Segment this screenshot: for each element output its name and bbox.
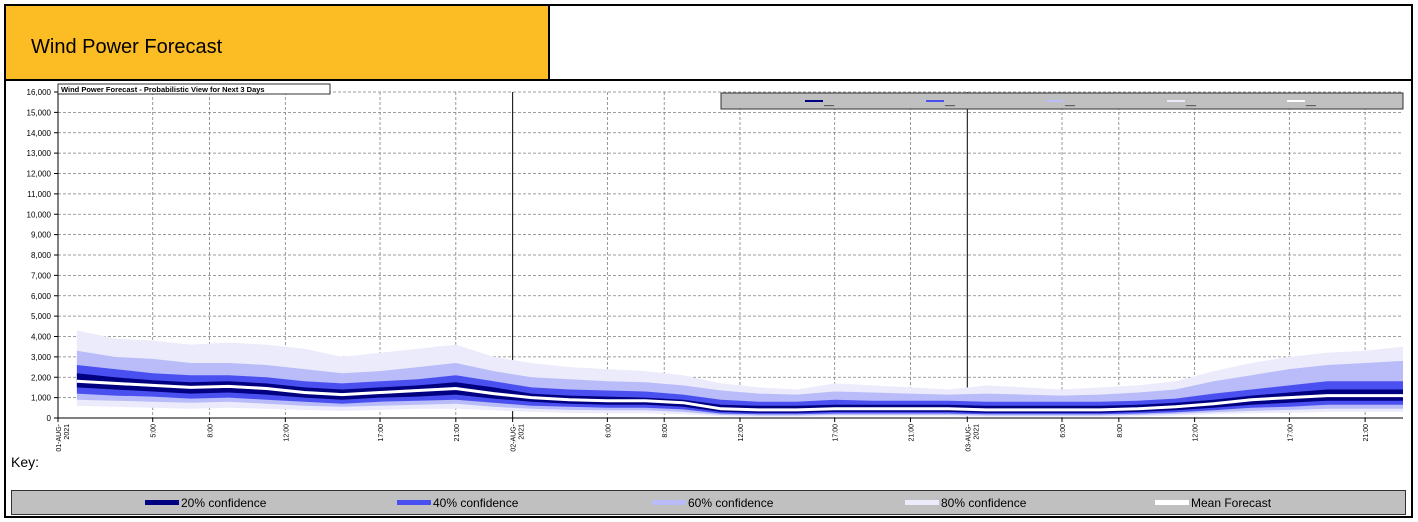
chart-legend-label: __ [944, 96, 956, 106]
chart-title-box: Wind Power Forecast - Probabilistic View… [57, 83, 331, 95]
x-tick-label-line: 02-AUG- [511, 423, 518, 451]
y-tick-label: 8,000 [31, 251, 52, 260]
x-tick-label: 12:00 [1193, 424, 1200, 442]
y-tick-label: 13,000 [27, 149, 52, 158]
key-swatch-60 [652, 500, 686, 505]
y-tick-label: 5,000 [31, 312, 52, 321]
key-label: Key: [11, 454, 40, 470]
key-swatch-20 [145, 500, 179, 505]
x-tick-label-line: 2021 [973, 424, 980, 440]
chart-legend-label: __ [1185, 96, 1197, 106]
x-tick-label: 5:00 [151, 424, 158, 438]
x-tick-label-line: 2021 [519, 424, 526, 440]
y-tick-label: 9,000 [31, 231, 52, 240]
x-tick-label: 03-AUG-2021 [965, 423, 980, 451]
report-frame [4, 4, 1413, 518]
title-panel: Wind Power Forecast [6, 6, 550, 81]
chart-axes: 0 1,000 2,000 3,000 4,000 5,000 6,000 7,000 8,00… [27, 88, 1403, 452]
page-title: Wind Power Forecast [31, 36, 223, 58]
y-tick-label: 0 [47, 414, 52, 423]
x-tick-label-line: 03-AUG- [965, 423, 972, 451]
chart-legend-label: __ [1305, 96, 1317, 106]
y-tick-label: 15,000 [27, 108, 52, 117]
key-item-80: 80% confidence [905, 491, 1026, 514]
y-tick-label: 3,000 [31, 353, 52, 362]
y-tick-label: 6,000 [31, 292, 52, 301]
x-tick-label: 8:00 [662, 424, 669, 438]
mean-forecast-line [76, 379, 1403, 412]
key-item-label: 80% confidence [941, 495, 1027, 510]
x-tick-label: 01-AUG-2021 [56, 423, 71, 451]
x-tick-label: 8:00 [1117, 424, 1124, 438]
chart-title: Wind Power Forecast - Probabilistic View… [61, 85, 265, 94]
x-tick-label-line: 2021 [64, 424, 71, 440]
key-swatch-40 [397, 500, 431, 505]
y-tick-label: 11,000 [27, 190, 51, 199]
key-swatch-mean [1155, 500, 1189, 505]
x-tick-label: 17:00 [1287, 424, 1294, 442]
x-tick-label: 8:00 [208, 424, 215, 438]
x-tick-label: 21:00 [454, 424, 461, 442]
x-tick-label: 21:00 [1363, 424, 1370, 442]
key-item-label: 60% confidence [688, 495, 774, 510]
chart-title-frame [57, 83, 331, 95]
y-tick-label: 1,000 [31, 394, 52, 403]
chart-legend: __ __ __ __ __ [720, 92, 1404, 110]
x-tick-label-line: 01-AUG- [56, 423, 63, 451]
chart-legend-label: __ [1064, 96, 1076, 106]
title-blank-panel [550, 6, 1411, 81]
y-tick-label: 7,000 [31, 271, 52, 280]
key-item-label: Mean Forecast [1191, 495, 1272, 510]
x-tick-label: 02-AUG-2021 [511, 423, 526, 451]
x-tick-label: 12:00 [283, 424, 290, 442]
x-tick-label: 12:00 [738, 424, 745, 442]
x-tick-label: 6:00 [605, 424, 612, 438]
y-tick-label: 2,000 [31, 373, 52, 382]
chart-legend-label: __ [823, 96, 835, 106]
key-bar: 20% confidence 40% confidence 60% confid… [11, 490, 1406, 515]
chart-bands [76, 330, 1403, 417]
band-20 [76, 373, 1403, 413]
y-tick-label: 12,000 [27, 170, 52, 179]
key-item-40: 40% confidence [397, 491, 518, 514]
x-tick-label: 6:00 [1060, 424, 1067, 438]
y-tick-label: 10,000 [27, 210, 52, 219]
key-item-mean: Mean Forecast [1155, 491, 1271, 514]
y-tick-label: 4,000 [31, 333, 52, 342]
y-tick-label: 16,000 [27, 88, 52, 97]
chart-grid [58, 91, 1403, 418]
y-tick-label: 14,000 [27, 129, 52, 138]
key-item-20: 20% confidence [145, 491, 266, 514]
key-item-label: 20% confidence [181, 495, 267, 510]
key-item-60: 60% confidence [652, 491, 773, 514]
key-item-label: 40% confidence [433, 495, 519, 510]
x-tick-label: 17:00 [378, 424, 385, 442]
x-tick-label: 21:00 [908, 424, 915, 442]
x-tick-label: 17:00 [833, 424, 840, 442]
key-swatch-80 [905, 500, 939, 505]
band-40 [76, 365, 1403, 415]
